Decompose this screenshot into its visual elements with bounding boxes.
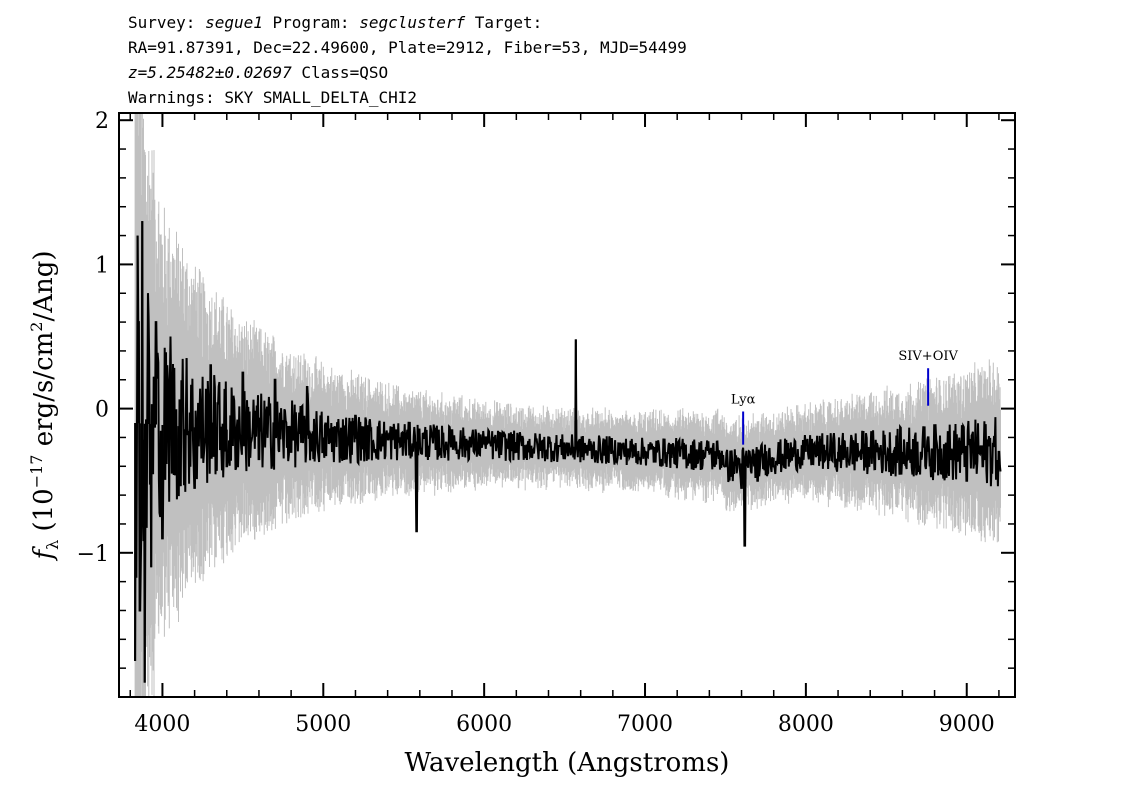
flux-series <box>134 221 1002 683</box>
y-tick-label: 0 <box>95 398 109 423</box>
header-line-1: Survey: segue1 Program: segclusterf Targ… <box>128 13 542 32</box>
y-tick-label: 2 <box>95 109 109 134</box>
header-line-4: Warnings: SKY SMALL_DELTA_CHI2 <box>128 88 417 107</box>
x-tick-label: 4000 <box>134 712 190 737</box>
flux-line <box>134 221 1002 683</box>
plot-frame <box>118 112 1016 698</box>
header-line-3: z=5.25482±0.02697 Class=QSO <box>128 63 388 82</box>
line-annotations: Lyα SIV+OIV <box>731 349 958 445</box>
x-tick-label: 6000 <box>456 712 512 737</box>
y-axis-title: fλ (10−17 erg/s/cm2/Ang) <box>27 250 62 561</box>
header-line-2: RA=91.87391, Dec=22.49600, Plate=2912, F… <box>128 38 687 57</box>
spectrum-header: Survey: segue1 Program: segclusterf Targ… <box>128 13 687 107</box>
x-tick-label: 7000 <box>617 712 673 737</box>
y-tick-label: 1 <box>95 253 109 278</box>
x-axis-title: Wavelength (Angstroms) <box>405 748 730 778</box>
x-tick-label: 8000 <box>778 712 834 737</box>
x-tick-label: 5000 <box>295 712 351 737</box>
x-tick-label: 9000 <box>939 712 995 737</box>
line-label: SIV+OIV <box>898 349 958 364</box>
y-tick-label: −1 <box>77 542 109 567</box>
axis-ticks: 4000 5000 6000 7000 8000 9000 −1 0 1 2 <box>77 109 1015 737</box>
line-label: Lyα <box>731 392 756 407</box>
